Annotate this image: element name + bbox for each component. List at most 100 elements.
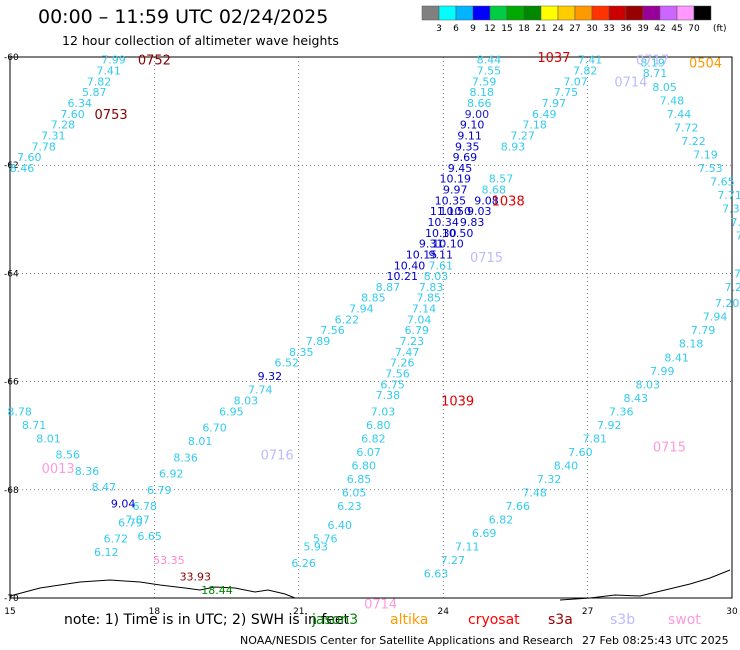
- wave-height-value: 7.75: [554, 86, 579, 99]
- wave-height-value: 7.82: [87, 75, 112, 88]
- wave-height-value: 7.07: [125, 514, 150, 527]
- wave-height-value: 7.31: [722, 202, 740, 215]
- wave-height-value: 7.48: [522, 487, 547, 500]
- wave-height-value: 6.49: [532, 108, 557, 121]
- wave-height-value: 7.11: [455, 541, 480, 554]
- lon-label: 21: [293, 607, 304, 617]
- wave-height-value: 7.41: [578, 54, 603, 67]
- lat-label: -68: [4, 486, 19, 496]
- colorbar-tick-label: 36: [620, 24, 632, 34]
- pass-time-label: 0753: [95, 108, 128, 123]
- colorbar-tick-label: 27: [569, 24, 580, 34]
- pass-times: 0752 0753 1037 0717 0714 0504 1038 0715 1039 0716…: [42, 51, 722, 612]
- wave-height-value: 8.68: [481, 184, 506, 197]
- wave-height-value: 8.41: [664, 351, 689, 364]
- wave-height-value: 8.93: [501, 140, 526, 153]
- wave-height-value: 6.23: [337, 500, 362, 513]
- wave-height-value: 9.69: [453, 151, 478, 164]
- wave-height-value: 8.40: [554, 459, 579, 472]
- legend-cryosat: cryosat: [468, 612, 520, 628]
- wave-height-value: 8.87: [376, 281, 401, 294]
- map-subtitle: 12 hour collection of altimeter wave hei…: [62, 33, 339, 48]
- wave-height-value: 7.27: [510, 129, 535, 142]
- wave-height-value: 10.10: [432, 238, 464, 251]
- wave-height-value: 7.61: [429, 259, 454, 272]
- wave-height-value: 7.03: [371, 405, 396, 418]
- wave-height-value: 6.82: [361, 432, 386, 445]
- wave-height-value: 8.43: [623, 392, 648, 405]
- pass-time-label: 1038: [492, 194, 525, 209]
- colorbar-tick-label: 21: [535, 24, 546, 34]
- colorbar-tick-label: 70: [688, 24, 700, 34]
- wave-height-value: 10.50: [442, 227, 474, 240]
- wave-height-value: 7.07: [563, 75, 588, 88]
- colorbar-tick-label: 18: [518, 24, 530, 34]
- colorbar-tick-label: 6: [453, 24, 459, 34]
- wave-height-value: 6.65: [137, 530, 162, 543]
- wave-height-value: 7.65: [710, 175, 735, 188]
- wave-height-value: 8.36: [75, 465, 100, 478]
- wave-height-value: 9.97: [443, 184, 468, 197]
- colorbar-swatch: [506, 5, 525, 21]
- wave-height-value: 6.92: [159, 468, 184, 481]
- wave-height-value: 7.14: [412, 303, 437, 316]
- wave-height-value: 6.85: [347, 473, 372, 486]
- wave-height-value: 7.38: [376, 389, 401, 402]
- colorbar-swatch: [557, 5, 576, 21]
- credit-text: NOAA/NESDIS Center for Satellite Applica…: [240, 634, 574, 647]
- lat-label: -70: [4, 594, 19, 604]
- wave-height-value: 6.22: [335, 313, 360, 326]
- wave-height-value: 6.63: [424, 568, 449, 581]
- colorbar-swatch: [693, 5, 712, 21]
- wave-height-value: 8.66: [467, 97, 492, 110]
- wave-height-value: 6.79: [118, 516, 143, 529]
- wave-height-value: 33.93: [180, 570, 212, 583]
- wave-height-value: 7.82: [573, 65, 598, 78]
- wave-height-value: 8.05: [652, 81, 677, 94]
- wave-height-value: 9.11: [457, 129, 482, 142]
- pass-time-label: 0715: [653, 441, 686, 456]
- wave-height-value: 8.71: [22, 419, 47, 432]
- antarctic-coastline-east: [559, 569, 731, 601]
- wave-height-value: 18.44: [201, 584, 233, 597]
- wave-height-value: 8.71: [643, 67, 668, 80]
- wave-height-value: 7.78: [31, 140, 56, 153]
- lon-label: 24: [437, 607, 449, 617]
- wave-height-value: 7.36: [609, 405, 634, 418]
- pass-time-label: 0716: [261, 449, 294, 464]
- wave-height-value: 7.79: [691, 324, 716, 337]
- lon-label: 27: [582, 607, 593, 617]
- colorbar-tick-label: 39: [637, 24, 649, 34]
- wave-height-value: 9.45: [448, 162, 473, 175]
- wave-height-value: 6.40: [327, 519, 352, 532]
- lon-label: 30: [726, 607, 738, 617]
- pass-time-label: 0013: [42, 462, 75, 477]
- wave-height-value: 7.48: [660, 94, 685, 107]
- colorbar-tick-label: 12: [484, 24, 495, 34]
- wave-height-value: 7.23: [400, 335, 425, 348]
- wave-height-value: 7.27: [441, 554, 466, 567]
- wave-height-value: 7.41: [96, 65, 121, 78]
- wave-height-value: 7.53: [698, 162, 723, 175]
- wave-height-value: 10.21: [387, 270, 419, 283]
- wave-height-value: 10.19: [439, 173, 471, 186]
- wave-height-value: 6.69: [472, 527, 497, 540]
- wave-height-value: 7.32: [537, 473, 562, 486]
- wave-height-value: 6.79: [404, 324, 429, 337]
- colorbar-swatch: [540, 5, 559, 21]
- colorbar-swatch: [438, 5, 457, 21]
- wave-height-value: 7.83: [419, 281, 444, 294]
- wave-height-value: 9.83: [460, 216, 485, 229]
- wave-height-value: 6.80: [366, 419, 391, 432]
- lat-label: -66: [4, 378, 19, 388]
- wave-height-value: 53.35: [153, 554, 185, 567]
- lat-lon-grid: [9, 56, 733, 599]
- legend-s3b: s3b: [610, 612, 636, 628]
- wave-height-value: 8.03: [234, 395, 259, 408]
- wave-height-value: 10.30: [425, 227, 457, 240]
- wave-height-value: 6.05: [342, 487, 367, 500]
- wave-height-value: 9.32: [258, 370, 283, 383]
- wave-height-value: 6.72: [104, 532, 129, 545]
- wave-height-value: 6.95: [219, 405, 244, 418]
